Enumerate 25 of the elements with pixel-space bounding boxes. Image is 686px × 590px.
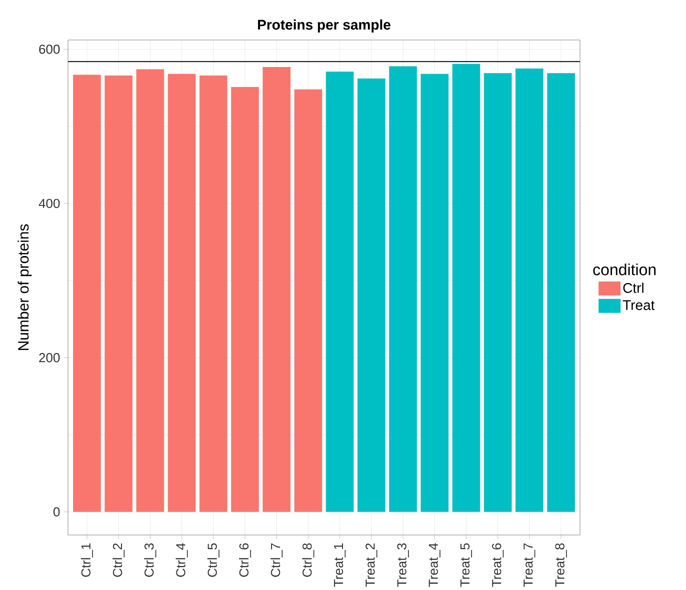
y-tick-label: 200 [39,353,60,362]
x-tick-label: Treat_5 [460,543,472,587]
y-tick-label: 0 [53,507,60,516]
x-tick-label: Ctrl_6 [238,543,251,577]
x-tick-label: Ctrl_7 [270,543,283,577]
legend-title: condition [593,264,656,276]
x-tick-label: Ctrl_5 [207,543,220,577]
y-tick-label: 400 [38,198,60,208]
legend-label: Treat [622,300,655,310]
x-tick-label: Treat_1 [334,543,346,587]
x-tick-label: Ctrl_8 [302,543,314,577]
x-tick-label: Ctrl_3 [144,543,156,577]
x-tick-label: Ctrl_1 [80,543,93,577]
y-tick-label: 600 [39,44,60,54]
x-tick-label: Ctrl_4 [176,543,188,577]
legend-label: Ctrl [623,282,644,293]
x-tick-label: Treat_7 [524,543,536,587]
x-tick-label: Treat_6 [492,543,504,587]
y-axis-title: Number of proteins [18,224,32,350]
x-tick-label: Treat_8 [555,543,567,587]
x-tick-label: Treat_3 [397,543,409,587]
x-tick-label: Treat_2 [366,543,378,587]
x-tick-label: Ctrl_2 [112,543,125,577]
chart-title: Proteins per sample [258,19,390,32]
x-tick-label: Treat_4 [428,543,440,587]
